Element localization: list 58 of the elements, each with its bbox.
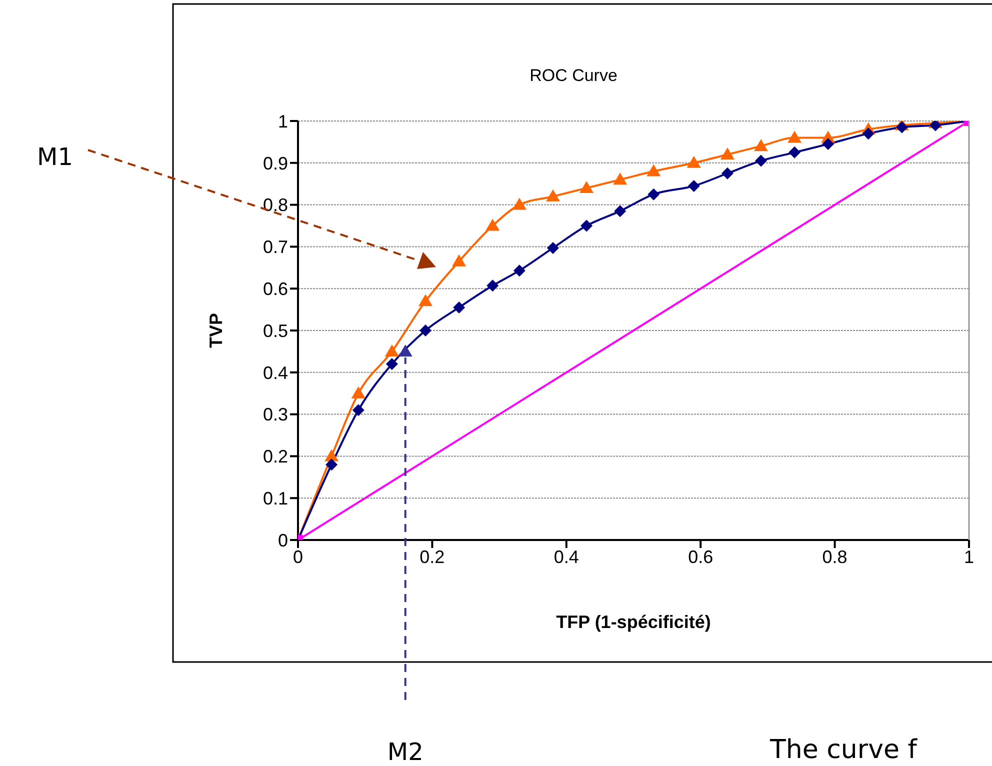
x-axis-title: TFP (1-spécificité) [556, 612, 711, 632]
point [386, 358, 398, 370]
text: The curve f [769, 735, 918, 765]
point [513, 264, 526, 277]
point [546, 242, 559, 254]
point [614, 205, 626, 218]
point [419, 324, 432, 336]
point [546, 189, 560, 202]
point [686, 156, 701, 168]
point [646, 164, 661, 176]
point [822, 138, 834, 150]
y-axis-title: TVP [206, 312, 226, 348]
point [486, 280, 499, 292]
y-tick-label: 0.3 [262, 404, 288, 425]
point [580, 181, 594, 194]
y-tick-label: 0.8 [262, 195, 288, 216]
text: M1 [37, 143, 73, 171]
y-tick-label: 0.7 [262, 237, 288, 258]
y-tick-label: 0.9 [262, 153, 288, 174]
ref-line-label: M2 [387, 738, 424, 766]
point [688, 180, 700, 192]
x-tick-label: 0 [292, 546, 304, 567]
point [352, 404, 364, 416]
y-tick-label: 0.2 [262, 446, 288, 467]
x-tick-label: 0.2 [420, 546, 445, 567]
point [754, 154, 767, 167]
y-tick-label: 0.5 [262, 320, 288, 341]
point [720, 148, 734, 160]
point [418, 294, 432, 306]
point [648, 188, 660, 200]
point [788, 146, 801, 158]
point [398, 344, 412, 356]
point [453, 301, 466, 314]
point [580, 220, 593, 232]
point [512, 198, 526, 210]
y-tick-label: 0.6 [262, 278, 288, 299]
point [351, 386, 366, 398]
x-tick-label: 1 [964, 546, 974, 567]
point [452, 254, 466, 266]
x-tick-label: 0.6 [688, 546, 714, 567]
point [754, 139, 768, 152]
y-tick-label: 0.4 [262, 362, 288, 383]
y-tick-label: 0.1 [262, 488, 288, 508]
point [613, 172, 628, 185]
y-tick-label: 1 [278, 111, 288, 132]
x-tick-label: 0.4 [554, 546, 579, 567]
point [486, 218, 500, 231]
point [721, 167, 734, 180]
point [788, 130, 802, 143]
point [929, 121, 942, 132]
x-tick-label: 0.8 [822, 546, 848, 567]
point [324, 449, 339, 462]
point [384, 344, 399, 356]
point [862, 128, 874, 140]
point [326, 458, 338, 471]
y-tick-label: 0 [278, 530, 288, 550]
point [896, 121, 908, 134]
chart-title: ROC Curve [530, 66, 618, 85]
